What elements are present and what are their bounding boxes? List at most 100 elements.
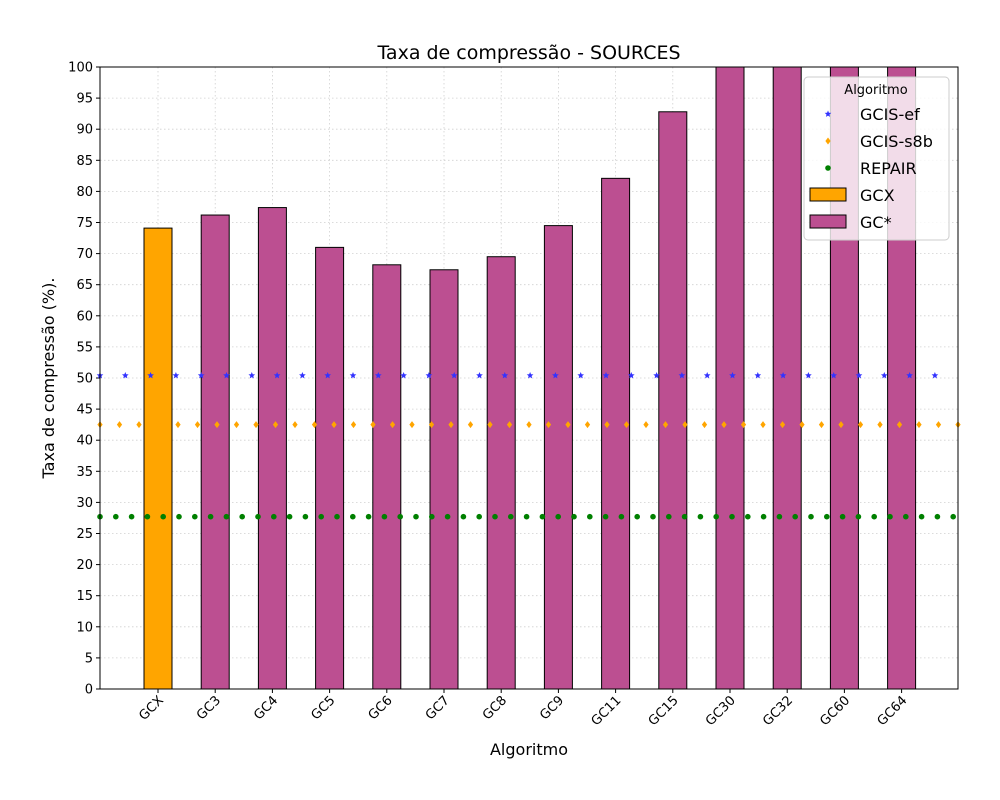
marker-star (248, 372, 256, 379)
bar-gc9 (543, 225, 573, 690)
marker-star (197, 372, 205, 379)
marker-diamond (155, 421, 162, 429)
marker-circle (634, 513, 640, 520)
plot-frame (99, 66, 959, 690)
marker-star (729, 372, 736, 379)
y-tick-label: 50 (76, 372, 93, 387)
marker-circle (681, 513, 688, 520)
marker-diamond (428, 421, 435, 429)
marker-star (349, 372, 357, 379)
marker-diamond (214, 421, 220, 429)
marker-circle (302, 513, 309, 520)
chart-title: Taxa de compressão - SOURCES (376, 42, 680, 64)
legend-label: GCX (860, 186, 895, 205)
marker-star (906, 372, 913, 379)
legend-label: GCIS-s8b (860, 132, 933, 151)
marker-circle (808, 513, 814, 520)
marker-circle (776, 513, 783, 520)
marker-diamond (662, 421, 669, 429)
marker-diamond (448, 421, 454, 429)
y-tick-label: 10 (76, 620, 93, 635)
x-axis-label: Algoritmo (490, 740, 568, 759)
bar-gc7 (429, 269, 459, 690)
x-tick-label: GC30 (703, 693, 739, 729)
y-tick-label: 35 (76, 465, 93, 480)
marker-circle (729, 513, 735, 520)
marker-circle (824, 513, 830, 520)
y-tick-label: 25 (76, 527, 93, 542)
y-tick-label: 65 (76, 278, 93, 293)
marker-diamond (877, 421, 883, 429)
marker-circle (666, 513, 672, 520)
y-tick-label: 100 (68, 61, 93, 76)
legend-label: REPAIR (860, 159, 917, 178)
marker-diamond (623, 421, 630, 429)
marker-diamond (136, 421, 142, 429)
x-axis-ticks: GCX GC3 GC4 GC5 GC6 GC7 GC8 GC9 GC11 GC15 GC30 GC32… (136, 689, 910, 729)
marker-star (602, 372, 610, 379)
reference-line-gcis-s8b (97, 421, 961, 429)
x-tick-label: GC32 (760, 693, 796, 729)
marker-circle (413, 513, 419, 520)
marker-circle (381, 513, 388, 520)
marker-circle (792, 513, 798, 520)
x-tick-label: GC7 (423, 693, 453, 723)
bar-gcx (143, 227, 173, 690)
legend-swatch (809, 187, 847, 202)
marker-star (400, 372, 407, 379)
marker-circle (918, 513, 925, 520)
marker-diamond (682, 421, 688, 429)
marker-circle (365, 513, 372, 520)
y-tick-label: 40 (76, 434, 93, 449)
marker-circle (555, 513, 561, 520)
y-tick-label: 20 (76, 558, 93, 573)
grid (100, 66, 958, 690)
marker-circle (286, 513, 293, 520)
marker-star (880, 372, 888, 379)
marker-circle (350, 513, 356, 520)
marker-circle (618, 513, 625, 520)
marker-diamond (857, 421, 864, 429)
legend-label: GC* (860, 213, 892, 232)
marker-diamond (545, 421, 552, 429)
marker-circle (223, 513, 230, 520)
marker-circle (571, 513, 577, 520)
marker-circle (476, 513, 483, 520)
marker-diamond (506, 421, 513, 429)
marker-circle (697, 513, 704, 520)
y-tick-label: 85 (76, 154, 93, 169)
marker-star (425, 372, 433, 379)
marker-star (450, 372, 458, 379)
marker-diamond (896, 421, 903, 429)
marker-diamond (331, 421, 337, 429)
y-tick-label: 0 (85, 683, 93, 698)
bar-gc11 (601, 177, 631, 690)
marker-diamond (565, 421, 571, 429)
marker-star (273, 372, 281, 379)
y-axis-label: Taxa de compressão (%). (39, 278, 58, 480)
x-tick-label: GC6 (366, 693, 396, 723)
marker-diamond (253, 421, 259, 429)
marker-diamond (838, 421, 844, 429)
marker-circle (871, 513, 877, 520)
bar-gc8 (486, 256, 516, 690)
marker-star (577, 372, 585, 379)
marker-circle (239, 513, 245, 520)
x-tick-label: GC11 (589, 693, 625, 729)
y-tick-label: 5 (85, 651, 93, 666)
legend-items: GCIS-ef GCIS-s8b REPAIR GCX GC* (809, 105, 933, 232)
y-tick-label: 60 (76, 309, 93, 324)
marker-diamond (526, 421, 532, 429)
marker-diamond (721, 421, 727, 429)
marker-circle (650, 513, 656, 520)
marker-diamond (116, 421, 123, 429)
y-tick-label: 75 (76, 216, 93, 231)
marker-circle (825, 165, 831, 171)
x-tick-label: GC15 (646, 693, 682, 729)
marker-circle (713, 513, 719, 520)
x-tick-label: GC8 (480, 693, 510, 723)
marker-circle (887, 513, 893, 520)
marker-diamond (604, 421, 610, 429)
marker-circle (745, 513, 751, 520)
